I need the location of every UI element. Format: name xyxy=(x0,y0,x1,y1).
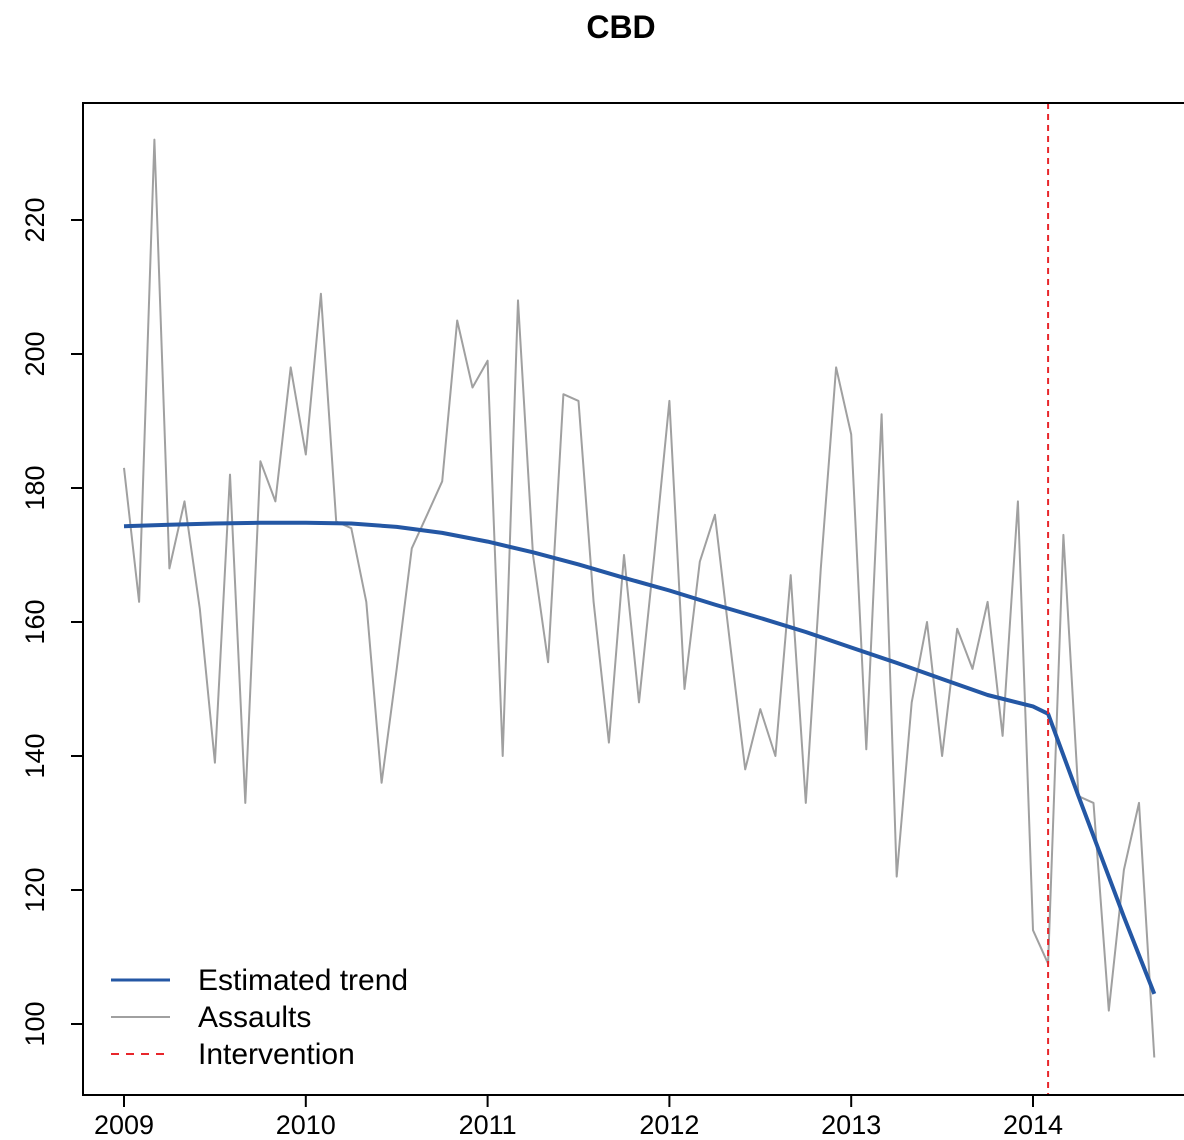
y-tick-label: 100 xyxy=(20,1001,50,1046)
x-tick-label: 2012 xyxy=(639,1110,699,1140)
y-axis: 100 120 140 160 180 200 220 xyxy=(20,197,84,1047)
x-tick-label: 2010 xyxy=(276,1110,336,1140)
legend-label: Estimated trend xyxy=(198,964,408,997)
chart-title: CBD xyxy=(586,9,655,45)
y-tick-label: 220 xyxy=(20,197,50,242)
x-tick-label: 2014 xyxy=(1003,1110,1063,1140)
series-line-assaults xyxy=(123,138,1156,1058)
legend-label: Intervention xyxy=(198,1038,355,1071)
x-axis: 2009 2010 2011 2012 2013 2014 xyxy=(94,1094,1063,1140)
x-tick-label: 2009 xyxy=(94,1110,154,1140)
legend: Estimated trend Assaults Intervention xyxy=(111,964,408,1071)
y-tick-label: 180 xyxy=(20,465,50,510)
y-tick-label: 120 xyxy=(20,867,50,912)
legend-label: Assaults xyxy=(198,1001,311,1034)
y-tick-label: 160 xyxy=(20,599,50,644)
plot-area xyxy=(123,103,1157,1095)
x-tick-label: 2011 xyxy=(459,1110,517,1140)
series-line-estimated-trend xyxy=(123,520,1157,995)
y-tick-label: 200 xyxy=(20,331,50,376)
plot-frame xyxy=(82,102,1184,1096)
y-tick-label: 140 xyxy=(20,733,50,778)
x-tick-label: 2013 xyxy=(821,1110,881,1140)
